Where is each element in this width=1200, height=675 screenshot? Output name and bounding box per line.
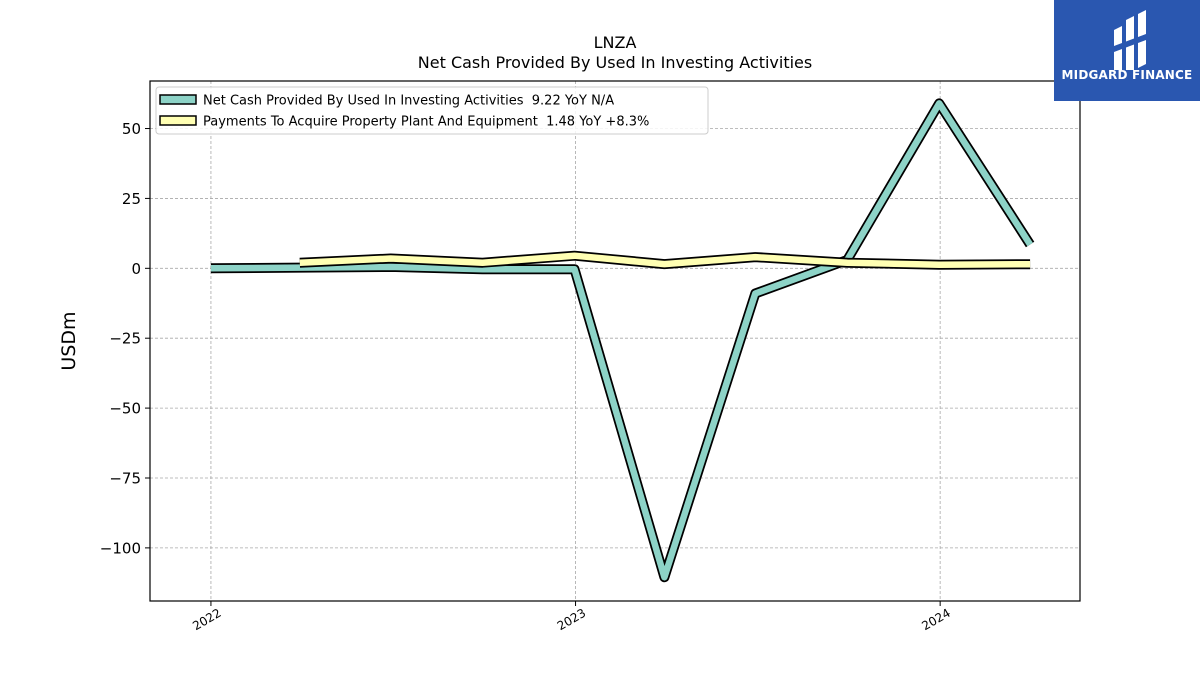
series-line — [299, 252, 1031, 268]
x-axis: 2022 2023 2024 — [190, 601, 953, 633]
y-tick-label: −100 — [100, 539, 141, 557]
series-line-outline — [210, 98, 1035, 583]
y-tick-label: 0 — [131, 260, 141, 278]
x-tick-label: 2022 — [190, 606, 223, 633]
y-tick-label: 50 — [122, 120, 141, 138]
chart-subtitle: Net Cash Provided By Used In Investing A… — [418, 53, 812, 72]
y-axis: 50 25 0 −25 −50 −75 −100 — [100, 120, 150, 557]
y-tick-label: 25 — [122, 190, 141, 208]
legend-label-1: Payments To Acquire Property Plant And E… — [203, 115, 649, 130]
y-axis-label: USDm — [58, 311, 80, 370]
x-tick-label: 2023 — [555, 606, 588, 633]
series-0 — [210, 98, 1035, 583]
y-tick-label: −50 — [109, 400, 141, 418]
series-line — [210, 100, 1033, 581]
legend: Net Cash Provided By Used In Investing A… — [155, 86, 709, 135]
legend-frame — [155, 86, 709, 135]
y-tick-label: −75 — [109, 469, 141, 487]
legend-swatch-0 — [159, 94, 197, 105]
legend-swatch-1 — [159, 115, 197, 126]
brand-logo: MIDGARD FINANCE — [1054, 0, 1200, 101]
grid — [150, 81, 1080, 601]
series-1 — [299, 250, 1031, 270]
brand-name: MIDGARD FINANCE — [1061, 68, 1193, 82]
series-lines — [210, 98, 1035, 583]
plot-frame — [149, 80, 1081, 602]
x-tick-label: 2024 — [919, 606, 952, 633]
y-tick-label: −25 — [109, 330, 141, 348]
midgard-logo-icon — [1114, 10, 1146, 70]
legend-label-0: Net Cash Provided By Used In Investing A… — [203, 94, 614, 109]
chart-title: LNZA — [594, 33, 637, 52]
